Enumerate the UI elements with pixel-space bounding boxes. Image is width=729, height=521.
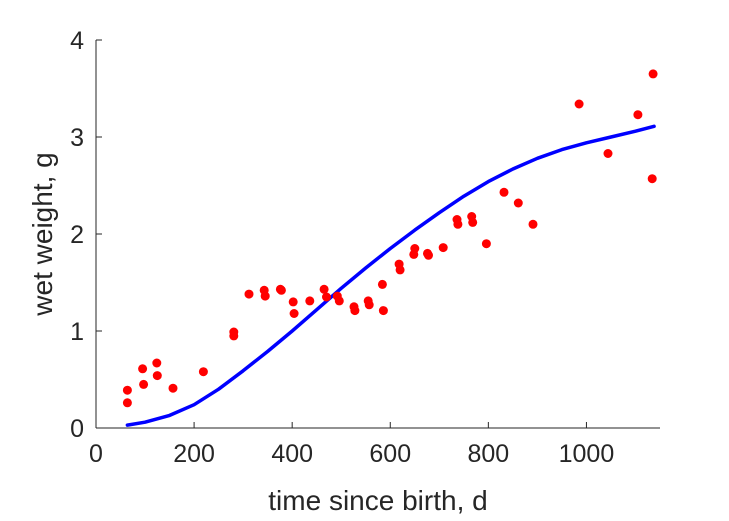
x-tick-label: 200 — [173, 440, 215, 468]
axes — [95, 40, 660, 429]
x-tick-label: 600 — [369, 440, 411, 468]
data-point — [468, 217, 478, 227]
y-axis-label: wet weight, g — [27, 152, 58, 316]
x-tick-label: 1000 — [559, 440, 615, 468]
data-point — [322, 292, 331, 302]
data-point — [138, 364, 148, 374]
data-point — [410, 244, 420, 253]
data-point — [377, 279, 387, 289]
data-point — [139, 379, 149, 389]
data-point — [378, 306, 388, 316]
data-point — [574, 99, 584, 109]
data-point — [438, 243, 448, 253]
data-point — [499, 187, 509, 197]
data-point — [633, 110, 643, 120]
fit-curve — [125, 124, 656, 427]
data-points-series — [122, 69, 658, 408]
data-point — [647, 174, 657, 184]
y-tick-label: 4 — [70, 27, 84, 55]
data-point — [288, 297, 298, 307]
x-tick-label: 800 — [467, 440, 509, 468]
data-point — [168, 383, 178, 393]
data-point — [648, 69, 658, 79]
data-point — [229, 331, 239, 341]
data-point — [122, 398, 132, 408]
y-ticks: 0 1 2 3 4 — [70, 27, 102, 443]
data-point — [513, 198, 523, 208]
data-point — [305, 296, 315, 306]
data-point — [244, 289, 254, 299]
y-tick-label: 2 — [70, 221, 84, 249]
y-tick-label: 0 — [70, 415, 84, 443]
data-point — [481, 239, 491, 249]
data-point — [424, 250, 433, 260]
data-point — [319, 284, 329, 294]
data-point — [350, 306, 360, 316]
data-point — [122, 385, 132, 395]
data-point — [198, 367, 208, 377]
data-point — [289, 309, 299, 318]
data-point — [364, 300, 374, 310]
data-point — [453, 219, 463, 229]
y-tick-label: 3 — [70, 124, 84, 152]
data-point — [152, 371, 162, 381]
x-ticks: 0 200 400 600 800 1000 — [89, 422, 614, 468]
x-tick-label: 400 — [271, 440, 313, 468]
data-point — [334, 296, 344, 306]
data-point — [603, 149, 613, 158]
data-point — [152, 358, 162, 368]
x-axis-label: time since birth, d — [268, 485, 487, 516]
x-tick-label: 0 — [89, 440, 103, 468]
data-point — [528, 219, 538, 229]
y-tick-label: 1 — [70, 318, 84, 346]
data-point — [395, 265, 405, 275]
data-point — [276, 285, 286, 295]
data-point — [260, 291, 270, 301]
fit-curve-series — [125, 124, 656, 427]
